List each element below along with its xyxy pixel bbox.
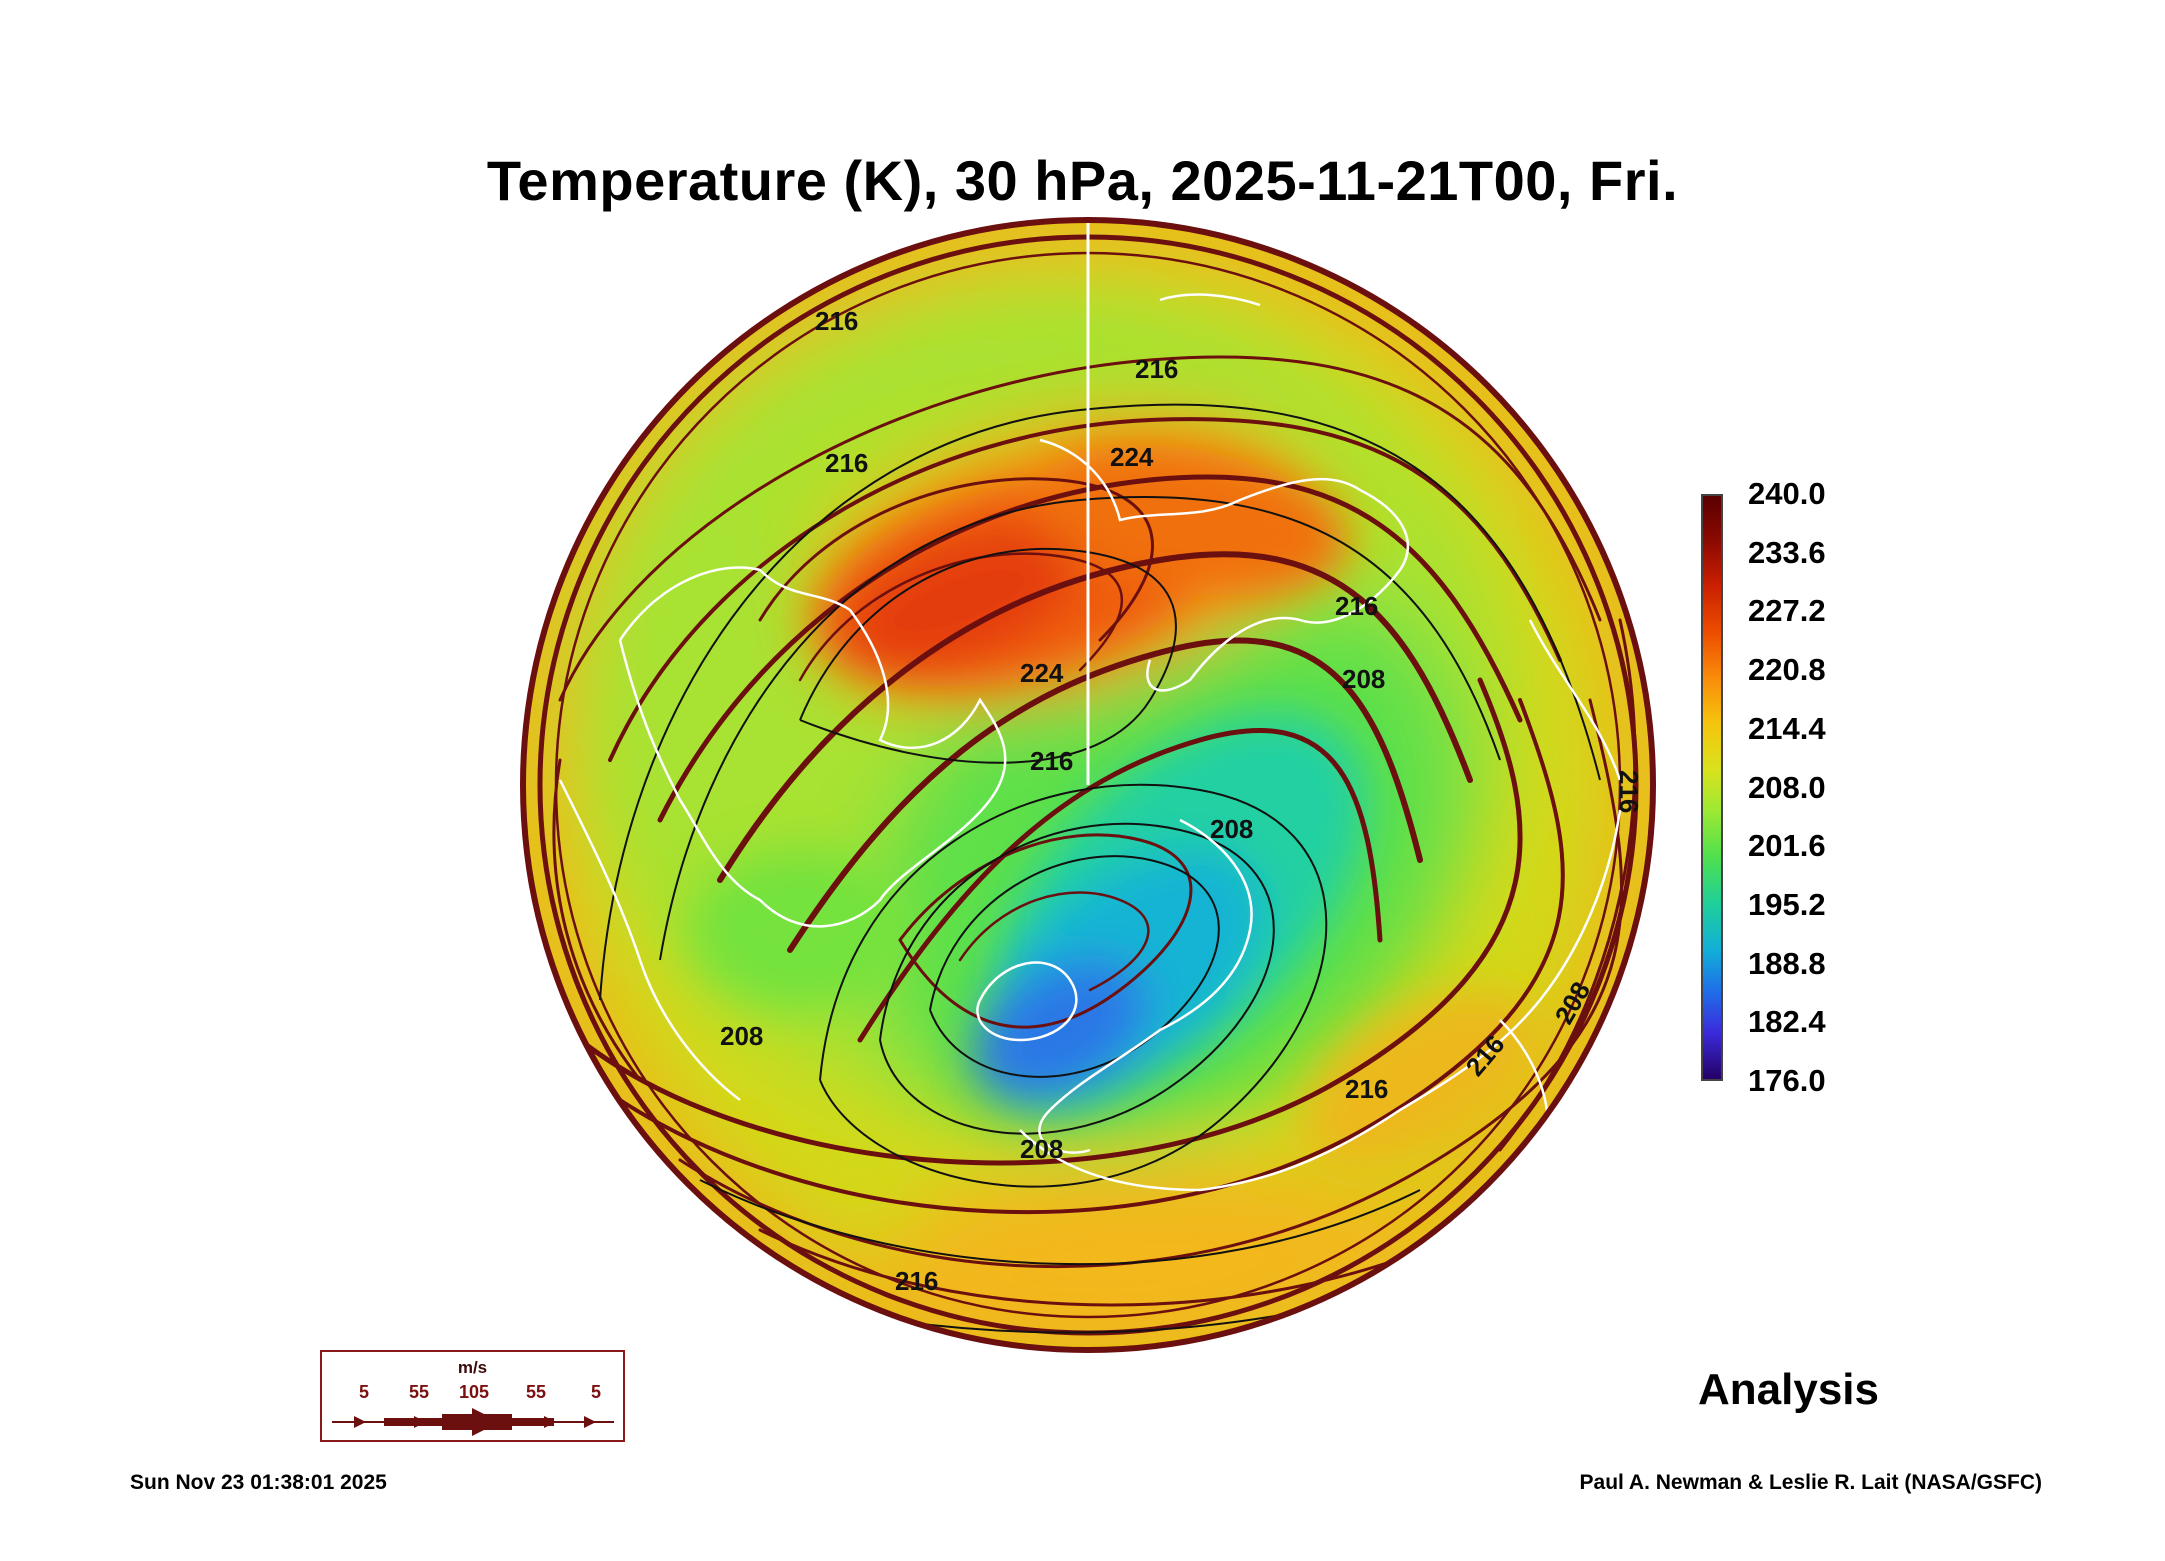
contour-label: 216: [1135, 354, 1178, 384]
colorbar-label: 176.0: [1748, 1063, 1826, 1098]
footer-timestamp: Sun Nov 23 01:38:01 2025: [130, 1471, 387, 1494]
map-boundary: [520, 217, 1656, 1353]
wind-streamlines: [537, 234, 1639, 1336]
temperature-field: [523, 220, 1653, 1350]
colorbar-label: 214.4: [1748, 710, 1826, 746]
analysis-label: Analysis: [1698, 1365, 1879, 1414]
contour-label: 216: [1614, 770, 1644, 813]
colorbar-label: 233.6: [1748, 534, 1826, 570]
map-title: Temperature (K), 30 hPa, 2025-11-21T00, …: [486, 149, 1679, 212]
contour-label: 216: [1335, 591, 1378, 621]
wind-speed-legend: m/s 5 55 105 55 5: [320, 1350, 625, 1442]
colorbar-label: 195.2: [1748, 886, 1826, 922]
contour-label: 216: [1030, 746, 1073, 776]
contour-label: 208: [720, 1021, 763, 1051]
wind-arrow-scale: [332, 1408, 614, 1436]
contour-label-group: 216 216 216 224 224 216 216 208 216 208 …: [720, 306, 1644, 1296]
colorbar-label: 220.8: [1748, 652, 1826, 688]
contour-label: 216: [825, 448, 868, 478]
contour-label: 224: [1110, 442, 1154, 472]
wind-speed-label: 5: [590, 1382, 602, 1402]
wind-unit-label: m/s: [457, 1358, 488, 1377]
colorbar-label: 208.0: [1748, 769, 1826, 805]
colorbar-label: 188.8: [1748, 945, 1826, 981]
wind-speed-label: 105: [458, 1382, 490, 1402]
colorbar-label: 182.4: [1748, 1004, 1826, 1040]
contour-label: 216: [1345, 1074, 1388, 1104]
contour-label: 208: [1210, 814, 1253, 844]
footer-credit: Paul A. Newman & Leslie R. Lait (NASA/GS…: [1579, 1471, 2042, 1494]
wind-speed-label: 55: [408, 1382, 430, 1402]
contour-label: 208: [1342, 664, 1385, 694]
contour-label: 208: [1020, 1134, 1063, 1164]
contour-label: 224: [1020, 658, 1064, 688]
colorbar: [1701, 494, 1723, 1081]
contour-label: 216: [815, 306, 858, 336]
contour-label: 216: [895, 1266, 938, 1296]
colorbar-label: 201.6: [1748, 828, 1826, 864]
wind-speed-label: 55: [525, 1382, 547, 1402]
colorbar-label: 240.0: [1748, 476, 1826, 511]
wind-speed-label: 5: [358, 1382, 370, 1402]
colorbar-label: 227.2: [1748, 593, 1826, 629]
